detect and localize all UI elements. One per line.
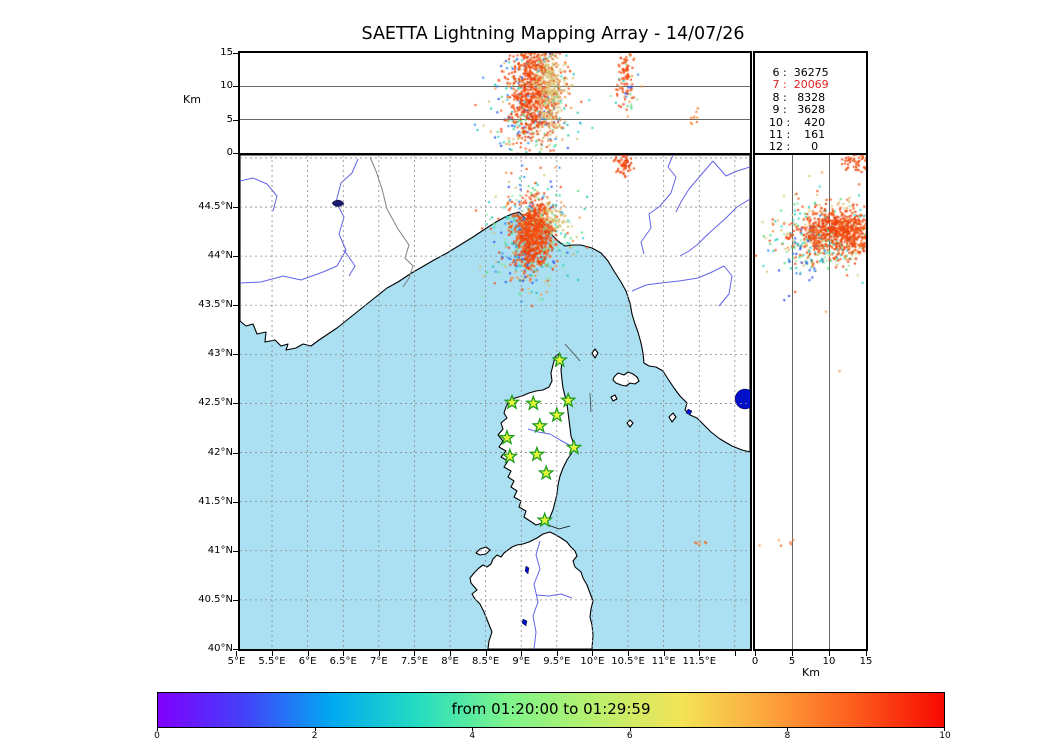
lon-tick-label: 9°E bbox=[512, 656, 531, 667]
lat-tick-label: 42°N bbox=[207, 446, 233, 458]
source-count-row: 7 : 20069 bbox=[769, 78, 829, 92]
altitude-longitude-panel bbox=[238, 51, 752, 155]
lon-tick-label: 7.5°E bbox=[400, 656, 429, 667]
altitude-latitude-scatter bbox=[755, 155, 866, 649]
axis-tick bbox=[236, 651, 238, 656]
lon-tick-label: 6°E bbox=[298, 656, 317, 667]
lon-tick-label: 10°E bbox=[580, 656, 605, 667]
lat-tick-label: 43°N bbox=[207, 348, 233, 360]
axis-tick bbox=[521, 651, 523, 656]
axis-tick bbox=[450, 651, 452, 656]
right-alt-tick-label: 10 bbox=[822, 656, 836, 667]
source-count-stats-panel: 6 : 36275 7 : 20069 8 : 8328 9 : 3628 10 … bbox=[753, 51, 868, 155]
alt-tick-label: 15 bbox=[220, 47, 233, 58]
axis-tick bbox=[628, 651, 630, 656]
time-colorbar: from 01:20:00 to 01:29:59 bbox=[157, 692, 945, 728]
axis-tick bbox=[307, 651, 309, 656]
axis-tick bbox=[378, 651, 380, 656]
axis-tick bbox=[233, 207, 238, 209]
lat-tick-label: 44.5°N bbox=[198, 201, 233, 213]
alt-axis-label-bottom: Km bbox=[802, 666, 820, 679]
altitude-latitude-panel bbox=[753, 153, 868, 651]
axis-tick bbox=[233, 550, 238, 552]
colorbar-gradient bbox=[158, 693, 944, 727]
axis-tick bbox=[829, 651, 830, 656]
axis-tick bbox=[485, 651, 487, 656]
source-count-row: 6 : 36275 bbox=[769, 66, 829, 79]
colorbar-tick-label: 6 bbox=[626, 731, 633, 741]
alt-tick-label: 5 bbox=[226, 113, 233, 125]
axis-tick bbox=[233, 501, 238, 503]
axis-tick bbox=[233, 648, 238, 650]
axis-tick bbox=[755, 651, 756, 656]
axis-tick bbox=[233, 452, 238, 454]
axis-tick bbox=[792, 651, 793, 656]
axis-tick bbox=[699, 651, 701, 656]
lat-tick-label: 40°N bbox=[207, 642, 233, 654]
axis-tick bbox=[233, 153, 238, 154]
altitude-longitude-scatter bbox=[240, 53, 750, 153]
axis-tick bbox=[343, 651, 345, 656]
source-count-row: 10 : 420 bbox=[769, 115, 826, 129]
axis-tick bbox=[866, 651, 867, 656]
lon-tick-label: 11°E bbox=[651, 656, 676, 667]
lon-tick-label: 5.5°E bbox=[258, 656, 286, 667]
axis-tick bbox=[472, 727, 474, 731]
lat-tick-label: 44°N bbox=[207, 250, 233, 262]
lon-tick-label: 5°E bbox=[227, 656, 246, 667]
axis-tick bbox=[629, 727, 631, 731]
alt-axis-label-left: Km bbox=[183, 93, 201, 106]
right-alt-tick-label: 0 bbox=[751, 656, 759, 667]
colorbar-time-label: from 01:20:00 to 01:29:59 bbox=[451, 700, 651, 718]
axis-tick bbox=[556, 651, 558, 656]
map-panel bbox=[238, 153, 752, 651]
axis-tick bbox=[414, 651, 416, 656]
figure-title: SAETTA Lightning Mapping Array - 14/07/2… bbox=[361, 24, 745, 44]
lon-tick-label: 6.5°E bbox=[329, 656, 357, 667]
axis-tick bbox=[314, 727, 316, 731]
axis-tick bbox=[233, 53, 238, 54]
lat-tick-label: 42.5°N bbox=[198, 397, 233, 409]
source-count-list: 6 : 36275 7 : 20069 8 : 8328 9 : 3628 10 … bbox=[769, 66, 829, 154]
right-alt-tick-label: 15 bbox=[859, 656, 873, 667]
axis-tick bbox=[233, 305, 238, 307]
colorbar-tick-label: 8 bbox=[784, 731, 791, 741]
axis-tick bbox=[787, 727, 789, 731]
source-count-row: 9 : 3628 bbox=[769, 103, 826, 117]
alt-tick-label: 0 bbox=[226, 147, 233, 158]
right-alt-tick-label: 5 bbox=[788, 656, 796, 667]
lon-tick-label: 7°E bbox=[369, 656, 388, 667]
axis-tick bbox=[233, 599, 238, 601]
axis-tick bbox=[233, 354, 238, 356]
axis-tick bbox=[233, 119, 238, 121]
axis-tick bbox=[592, 651, 594, 656]
source-count-row: 8 : 8328 bbox=[769, 90, 826, 104]
source-count-row: 11 : 161 bbox=[769, 128, 826, 142]
colorbar-tick-label: 0 bbox=[154, 731, 160, 741]
lat-tick-label: 43.5°N bbox=[198, 299, 233, 311]
lat-tick-label: 40.5°N bbox=[198, 593, 233, 605]
lon-tick-label: 8°E bbox=[441, 656, 459, 667]
map-lightning-scatter bbox=[240, 155, 750, 649]
lon-tick-label: 11.5°E bbox=[682, 656, 717, 667]
axis-tick bbox=[734, 651, 736, 656]
colorbar-tick-label: 2 bbox=[311, 731, 318, 741]
axis-tick bbox=[157, 727, 158, 731]
axis-tick bbox=[944, 727, 945, 731]
axis-tick bbox=[233, 256, 238, 258]
colorbar-tick-label: 10 bbox=[939, 731, 951, 741]
axis-tick bbox=[233, 86, 238, 88]
axis-tick bbox=[663, 651, 665, 656]
lon-tick-label: 9.5°E bbox=[543, 656, 571, 667]
source-count-row: 12 : 0 bbox=[769, 140, 819, 154]
axis-tick bbox=[233, 403, 238, 405]
lat-tick-label: 41°N bbox=[207, 544, 233, 556]
alt-tick-label: 10 bbox=[220, 80, 233, 92]
colorbar-tick-label: 4 bbox=[469, 731, 476, 741]
axis-tick bbox=[272, 651, 274, 656]
lon-tick-label: 8.5°E bbox=[472, 656, 500, 667]
lon-tick-label: 10.5°E bbox=[611, 656, 645, 667]
lat-tick-label: 41.5°N bbox=[198, 495, 233, 507]
